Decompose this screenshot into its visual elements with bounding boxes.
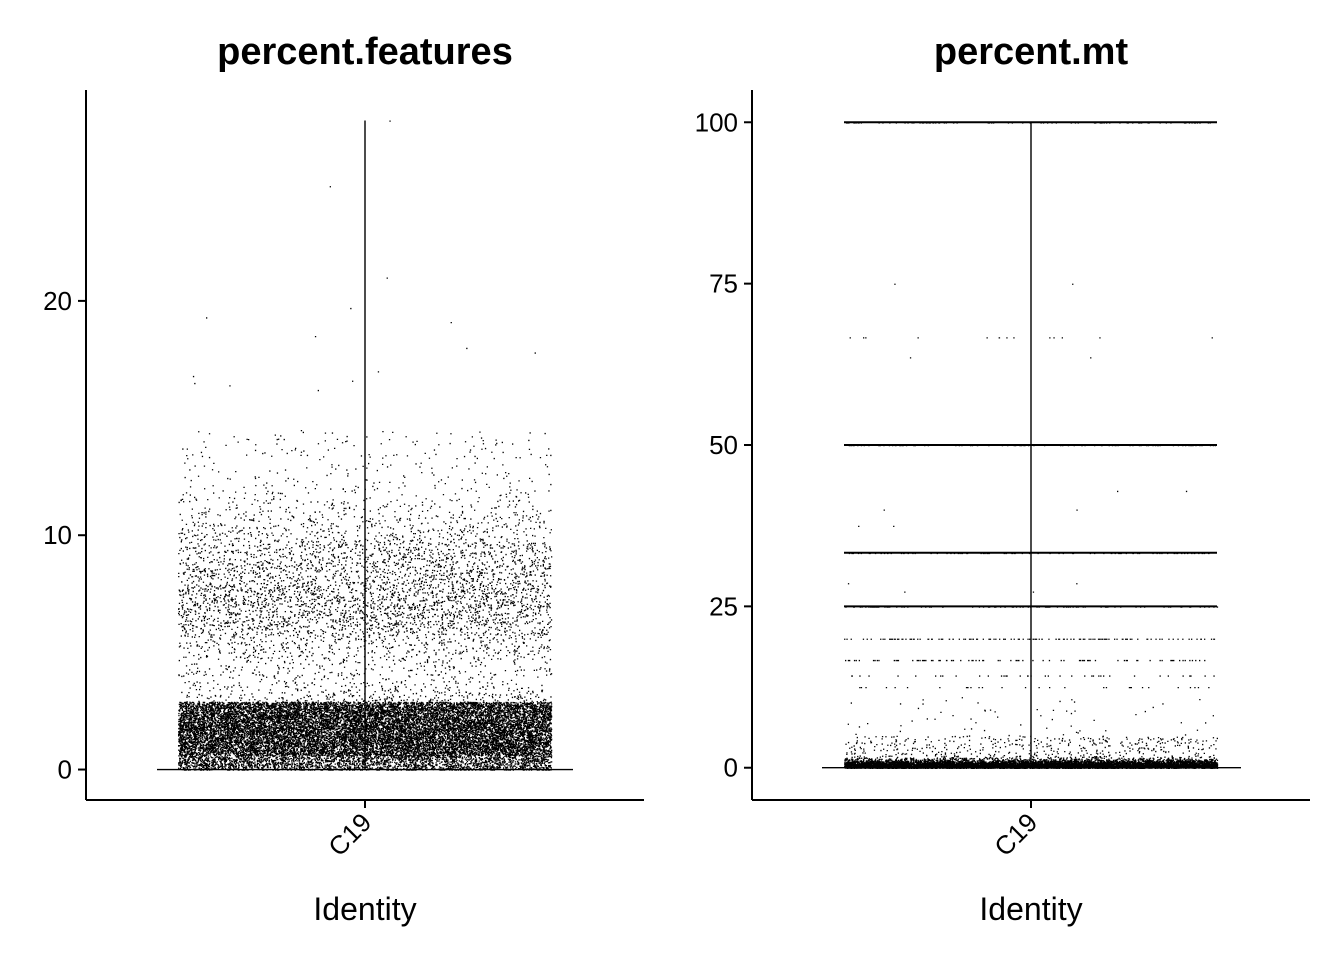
y-tick-label-0: 0 [58,755,72,785]
jitter-points [822,121,1241,770]
jitter-points [157,120,573,771]
x-tick-label-0: C19 [322,807,377,862]
y-tick-label-1: 25 [709,591,738,621]
y-tick-label-0: 0 [724,753,738,783]
y-tick-label-3: 75 [709,269,738,299]
axes: 0 25 50 75 100 C19 [695,90,1310,862]
y-tick-label-1: 10 [43,520,72,550]
x-axis-title: Identity [313,891,416,927]
y-tick-label-4: 100 [695,107,738,137]
y-tick-label-2: 20 [43,286,72,316]
chart-title: percent.mt [934,31,1129,73]
panel-percent-features: percent.features 0 10 20 C19 Identity [43,31,644,927]
x-axis-title: Identity [979,891,1082,927]
x-tick-label-0: C19 [988,807,1043,862]
y-tick-label-2: 50 [709,430,738,460]
chart-title: percent.features [217,31,513,73]
panel-percent-mt: percent.mt 0 25 50 75 100 C19 Identity [695,31,1310,927]
